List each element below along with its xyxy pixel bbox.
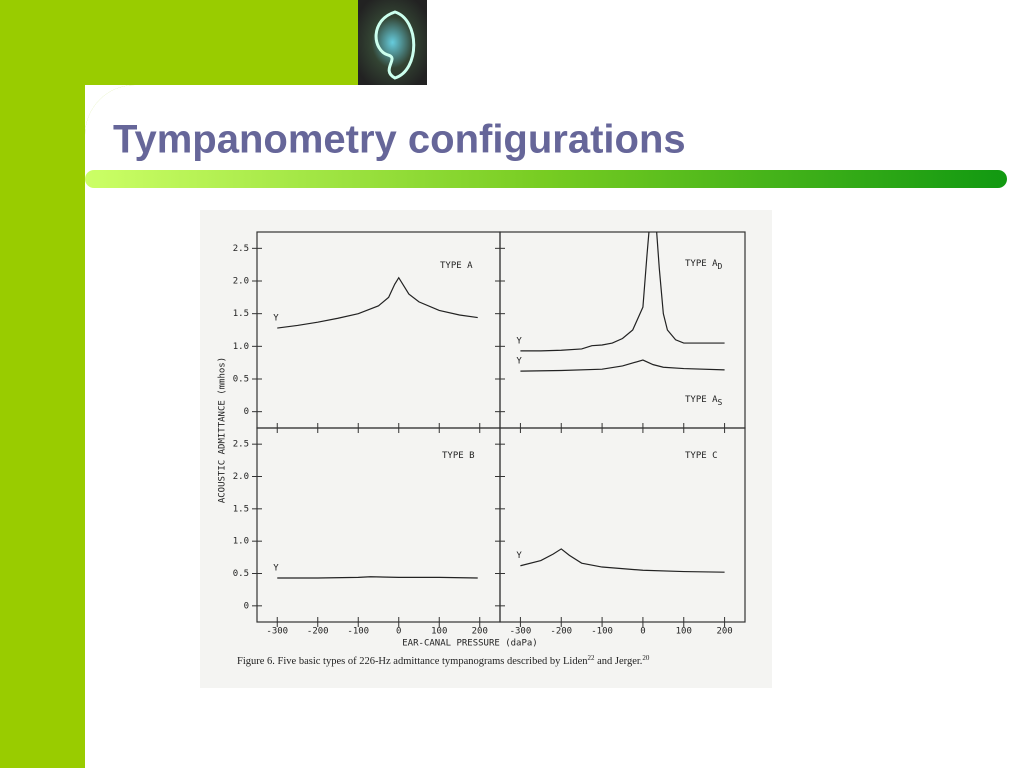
y-tick-label: 2.0 bbox=[233, 277, 249, 287]
curve bbox=[520, 232, 725, 352]
x-tick-label: -300 bbox=[510, 627, 532, 637]
caption-ref: 20 bbox=[642, 654, 650, 662]
top-bar bbox=[0, 0, 358, 85]
curve-label: Y bbox=[273, 314, 279, 324]
type-label: TYPE C bbox=[685, 451, 718, 461]
x-tick-label: -300 bbox=[266, 627, 288, 637]
curve-label: Y bbox=[516, 357, 522, 367]
y-tick-label: 1.5 bbox=[233, 504, 249, 514]
caption: Figure 6. Five basic types of 226-Hz adm… bbox=[237, 654, 650, 668]
x-tick-label: 100 bbox=[676, 627, 692, 637]
curve-label: Y bbox=[273, 564, 279, 574]
type-label: TYPE A bbox=[440, 261, 473, 271]
x-tick-label: 200 bbox=[716, 627, 732, 637]
type-name: TYPE B bbox=[442, 451, 475, 461]
y-tick-label: 1.0 bbox=[233, 342, 249, 352]
y-tick-label: 0.5 bbox=[233, 375, 249, 385]
title-rule bbox=[85, 170, 1007, 188]
y-tick-label: 1.0 bbox=[233, 537, 249, 547]
x-tick-label: -100 bbox=[347, 627, 369, 637]
curve bbox=[277, 276, 478, 329]
caption-text: Figure 6. Five basic types of 226-Hz adm… bbox=[237, 656, 588, 667]
x-axis-label: EAR-CANAL PRESSURE (daPa) bbox=[402, 639, 537, 649]
y-tick-label: 0 bbox=[244, 407, 249, 417]
y-tick-label: 0.5 bbox=[233, 569, 249, 579]
x-tick-label: 100 bbox=[431, 627, 447, 637]
curve bbox=[520, 359, 725, 372]
caption-ref: 22 bbox=[588, 654, 596, 662]
type-name: TYPE C bbox=[685, 451, 718, 461]
slide-title: Tympanometry configurations bbox=[113, 118, 686, 162]
type-name: TYPE A bbox=[685, 395, 718, 405]
x-tick-label: -200 bbox=[550, 627, 572, 637]
side-bar bbox=[0, 0, 85, 768]
type-label: TYPE B bbox=[442, 451, 475, 461]
curve bbox=[520, 548, 725, 573]
curve-label: Y bbox=[516, 336, 522, 346]
figure-bg bbox=[200, 210, 772, 688]
caption-text: and Jerger. bbox=[595, 656, 643, 667]
type-subscript: D bbox=[718, 262, 723, 271]
type-name: TYPE A bbox=[440, 261, 473, 271]
logo-swirl bbox=[374, 10, 416, 80]
y-tick-label: 2.5 bbox=[233, 440, 249, 450]
x-tick-label: 0 bbox=[396, 627, 401, 637]
x-tick-label: -100 bbox=[591, 627, 613, 637]
x-tick-label: 0 bbox=[640, 627, 645, 637]
panel-frame bbox=[499, 427, 746, 623]
y-tick-label: 2.5 bbox=[233, 244, 249, 254]
x-tick-label: -200 bbox=[307, 627, 329, 637]
type-label: TYPE AD bbox=[685, 259, 723, 271]
y-axis-label: ACOUSTIC ADMITTANCE (mmhos) bbox=[218, 357, 228, 503]
type-subscript: S bbox=[718, 398, 723, 407]
y-tick-label: 1.5 bbox=[233, 309, 249, 319]
x-tick-label: 200 bbox=[472, 627, 488, 637]
y-tick-label: 0 bbox=[244, 601, 249, 611]
curve bbox=[277, 576, 478, 579]
y-tick-label: 2.0 bbox=[233, 472, 249, 482]
type-label: TYPE AS bbox=[685, 395, 723, 407]
corner-white bbox=[85, 85, 358, 135]
curve-label: Y bbox=[516, 551, 522, 561]
type-name: TYPE A bbox=[685, 259, 718, 269]
